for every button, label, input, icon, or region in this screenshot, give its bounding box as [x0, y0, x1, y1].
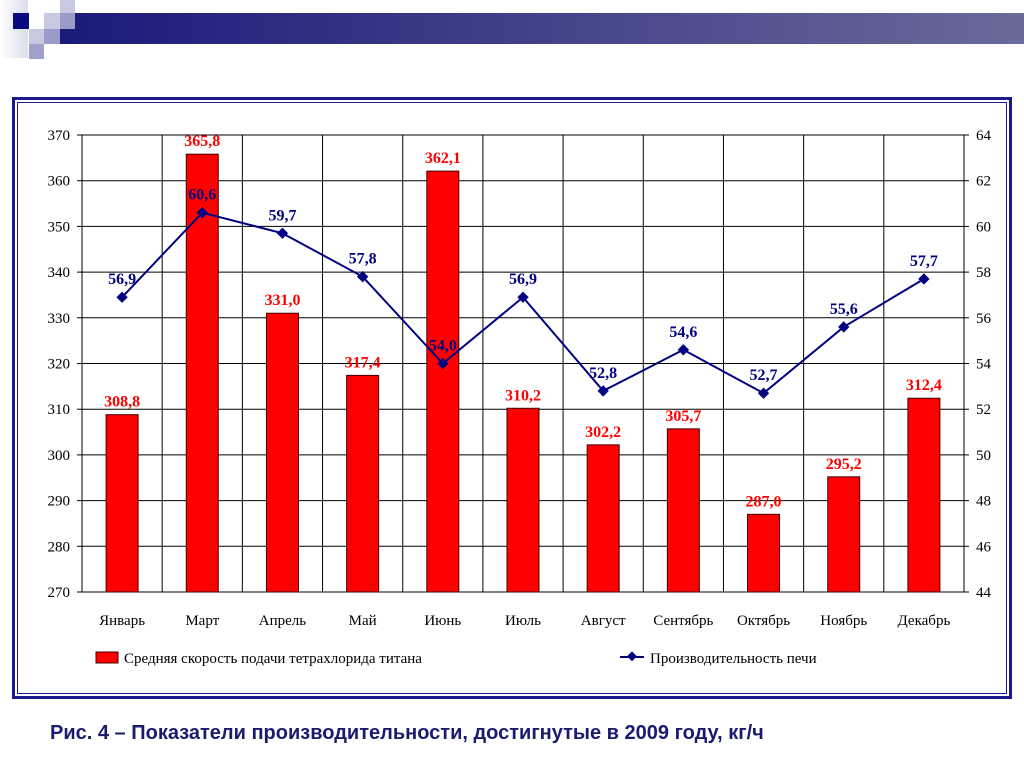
- line-point: [517, 291, 529, 303]
- bar-data-label: 302,2: [585, 424, 621, 441]
- category-label: Август: [581, 613, 626, 629]
- tick-label-right: 62: [976, 174, 991, 190]
- tick-label-right: 64: [976, 128, 992, 144]
- bar: [265, 312, 299, 593]
- deco-square: [13, 13, 29, 29]
- tick-label-left: 310: [48, 402, 71, 418]
- line-data-label: 56,9: [108, 271, 136, 288]
- category-label: Май: [349, 613, 377, 629]
- bar-data-label: 331,0: [264, 292, 300, 309]
- line-data-label: 52,7: [750, 367, 778, 384]
- bar: [747, 513, 781, 593]
- tick-label-left: 280: [48, 539, 71, 555]
- bar-data-label: 317,4: [345, 354, 381, 371]
- bar-data-label: 287,0: [746, 493, 782, 510]
- bar-data-label: 312,4: [906, 377, 942, 394]
- line-data-label: 57,7: [910, 253, 938, 270]
- line-point: [838, 321, 850, 333]
- tick-label-right: 44: [976, 585, 992, 601]
- category-label: Июль: [505, 613, 541, 629]
- tick-label-left: 320: [48, 357, 71, 373]
- line-point: [677, 344, 690, 356]
- bar: [426, 170, 460, 593]
- deco-square: [60, 0, 75, 13]
- bar-data-label: 365,8: [184, 133, 220, 150]
- category-label: Июнь: [424, 613, 461, 629]
- bar: [346, 374, 380, 593]
- bar-data-label: 308,8: [104, 394, 140, 411]
- bar: [827, 476, 861, 593]
- tick-label-right: 54: [976, 357, 992, 373]
- bar-data-label: 295,2: [826, 456, 862, 473]
- legend-bar-label: Средняя скорость подачи тетрахлорида тит…: [124, 651, 422, 667]
- deco-square: [29, 29, 44, 44]
- tick-label-left: 270: [48, 585, 71, 601]
- chart-frame-inner: [17, 102, 1007, 694]
- legend-line-label: Производительность печи: [650, 651, 817, 667]
- tick-label-right: 48: [976, 494, 991, 510]
- figure-caption: Рис. 4 – Показатели производительности, …: [50, 722, 764, 744]
- bar: [105, 414, 139, 593]
- line-data-label: 60,6: [188, 187, 216, 204]
- category-label: Апрель: [259, 613, 307, 629]
- line-data-label: 54,0: [429, 338, 457, 355]
- deco-square: [60, 13, 75, 29]
- bar: [185, 153, 219, 593]
- tick-label-right: 60: [976, 219, 991, 235]
- tick-label-left: 300: [48, 448, 71, 464]
- deco-square: [0, 0, 28, 58]
- tick-label-left: 370: [48, 128, 71, 144]
- tick-label-right: 50: [976, 448, 991, 464]
- header-bar: [60, 13, 1024, 44]
- tick-label-right: 52: [976, 402, 991, 418]
- bar-data-label: 310,2: [505, 387, 541, 404]
- bar-data-label: 362,1: [425, 150, 461, 167]
- line-data-label: 56,9: [509, 271, 537, 288]
- legend-bar-swatch: [95, 651, 119, 664]
- tick-label-right: 58: [976, 265, 991, 281]
- line-point: [356, 271, 369, 283]
- line-point: [918, 273, 930, 285]
- bar: [666, 428, 700, 593]
- line-point: [196, 207, 208, 219]
- tick-label-right: 46: [976, 539, 992, 555]
- tick-label-left: 350: [48, 219, 71, 235]
- tick-label-left: 290: [48, 494, 71, 510]
- line-point: [757, 387, 770, 399]
- deco-square: [44, 29, 60, 44]
- bar: [586, 444, 620, 593]
- tick-label-left: 360: [48, 174, 71, 190]
- deco-square: [44, 13, 60, 29]
- category-label: Декабрь: [898, 613, 951, 629]
- line-data-label: 59,7: [268, 207, 296, 224]
- category-label: Март: [185, 613, 219, 629]
- line-data-label: 52,8: [589, 365, 617, 382]
- category-label: Сентябрь: [653, 613, 713, 629]
- bar: [907, 397, 941, 593]
- legend-line-marker: [627, 651, 637, 662]
- line-data-label: 57,8: [349, 251, 377, 268]
- category-label: Октябрь: [737, 613, 790, 629]
- chart-frame: [12, 97, 1012, 699]
- tick-label-left: 330: [48, 311, 71, 327]
- bar: [506, 407, 540, 593]
- line-point: [437, 357, 449, 370]
- line-point: [276, 227, 289, 239]
- tick-label-left: 340: [48, 265, 71, 281]
- line-point: [597, 385, 609, 397]
- deco-square: [29, 44, 44, 59]
- tick-label-right: 56: [976, 311, 992, 327]
- bar-data-label: 305,7: [665, 408, 701, 425]
- category-label: Январь: [99, 613, 145, 629]
- category-label: Ноябрь: [820, 613, 867, 629]
- line-data-label: 54,6: [669, 324, 697, 341]
- line-data-label: 55,6: [830, 301, 858, 318]
